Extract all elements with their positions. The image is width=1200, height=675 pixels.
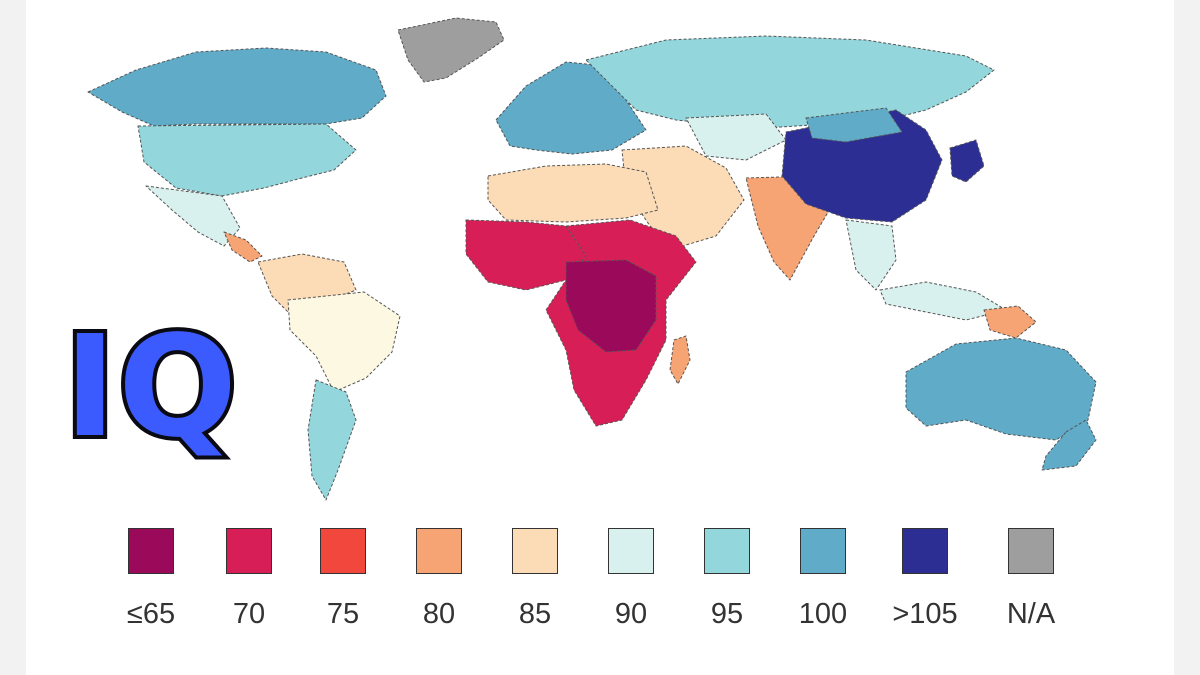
legend-label: 100 [798,598,848,630]
legend-label: 70 [232,598,266,630]
legend-swatch [512,528,558,574]
legend-item-80: 80 [394,528,484,631]
region-usa [137,123,357,197]
region-greenland [397,17,505,83]
region-southeast-asia [845,219,897,291]
map-legend: ≤65 70 75 80 85 90 95 100 >105 N/A [106,528,1166,638]
region-central-africa [565,259,657,353]
region-mongolia [805,107,903,143]
legend-item-85: 85 [490,528,580,631]
region-central-asia [685,113,787,161]
legend-item-95: 95 [682,528,772,631]
legend-label: 75 [326,598,360,630]
region-europe [495,61,647,155]
legend-swatch [704,528,750,574]
region-mexico [145,185,241,247]
region-russia [585,35,995,129]
region-madagascar [669,335,691,385]
region-papua-new-guinea [983,305,1037,339]
legend-item-75: 75 [298,528,388,631]
legend-item-na: N/A [986,528,1076,631]
region-new-zealand [1041,419,1097,471]
legend-swatch [800,528,846,574]
legend-swatch [416,528,462,574]
legend-swatch [128,528,174,574]
region-brazil [287,291,401,393]
region-central-america [223,231,263,263]
region-argentina [307,379,357,501]
legend-swatch [608,528,654,574]
legend-label: 90 [614,598,648,630]
legend-label: 80 [422,598,456,630]
region-australia [905,337,1097,441]
legend-item-70: 70 [204,528,294,631]
region-japan [949,139,985,183]
legend-label: ≤65 [126,598,176,630]
legend-swatch [226,528,272,574]
legend-label: 95 [710,598,744,630]
iq-overlay-label: IQ [60,306,241,469]
legend-swatch [902,528,948,574]
legend-item-90: 90 [586,528,676,631]
region-indonesia [879,281,1007,321]
legend-item-le65: ≤65 [106,528,196,631]
region-canada [87,47,387,127]
legend-label: N/A [1006,598,1056,630]
legend-label: >105 [892,598,958,630]
legend-swatch [320,528,366,574]
legend-item-gt105: >105 [880,528,970,631]
map-card: IQ ≤65 70 75 80 85 90 95 100 >105 N/A [26,0,1174,675]
legend-item-100: 100 [778,528,868,631]
world-map [87,17,1097,501]
region-north-africa [487,163,659,223]
legend-swatch [1008,528,1054,574]
legend-label: 85 [518,598,552,630]
